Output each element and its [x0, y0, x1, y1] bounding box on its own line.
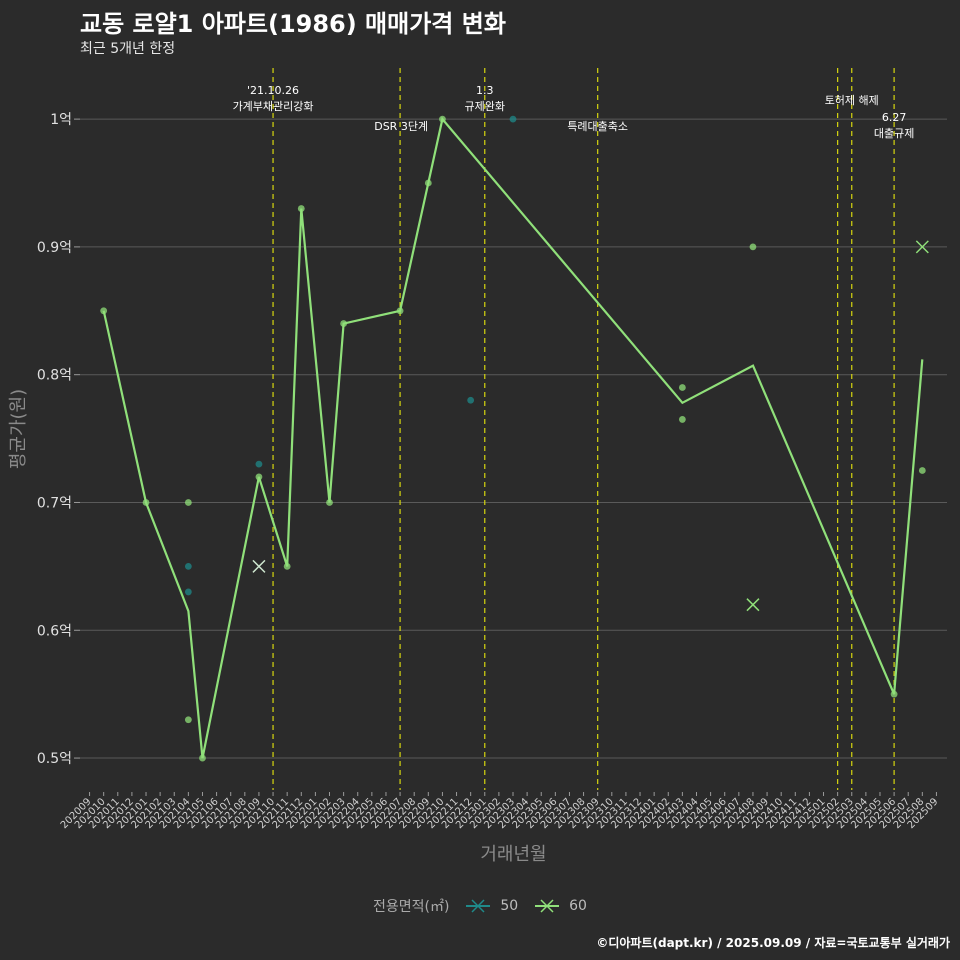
cancel-mark — [746, 598, 760, 612]
legend-label-50: 50 — [500, 898, 519, 914]
data-point-60 — [678, 416, 686, 423]
page-title: 교동 로얄1 아파트(1986) 매매가격 변화 — [80, 10, 506, 38]
data-point-50 — [509, 115, 517, 123]
y-tick-label: 1억 — [50, 112, 72, 128]
cancel-mark — [915, 240, 929, 254]
data-point-60 — [678, 384, 686, 391]
data-point-60 — [918, 467, 926, 474]
legend-key-60-icon — [534, 899, 559, 913]
data-point-60 — [749, 243, 757, 251]
source-caption: ©디아파트(dapt.kr) / 2025.09.09 / 자료=국토교통부 실… — [596, 936, 950, 950]
legend: 전용면적(㎡) 50 60 — [0, 896, 960, 916]
y-axis-title: 평균가(원) — [8, 389, 29, 469]
data-point-60 — [100, 307, 108, 315]
data-point-60 — [199, 754, 206, 762]
data-point-60 — [297, 205, 305, 212]
y-tick-label: 0.7억 — [37, 495, 72, 511]
data-point-60 — [424, 179, 432, 187]
data-point-60 — [184, 499, 192, 506]
event-label: 토허제 해제 — [825, 93, 879, 107]
legend-key-50-icon — [465, 899, 490, 913]
legend-label-60: 60 — [569, 898, 587, 914]
data-point-60 — [890, 690, 898, 698]
event-label: 대출규제 — [874, 127, 914, 140]
data-point-60 — [396, 307, 404, 315]
data-point-50 — [184, 562, 192, 570]
data-point-60 — [340, 320, 348, 327]
legend-title: 전용면적(㎡) — [373, 899, 450, 915]
data-point-60 — [142, 499, 150, 506]
data-point-60 — [184, 716, 192, 724]
cancelled-point-60 — [915, 240, 929, 254]
y-tick-label: 0.6억 — [37, 623, 72, 639]
event-label: 1.3 — [476, 84, 494, 97]
data-point-60 — [283, 562, 291, 570]
page-subtitle: 최근 5개년 한정 — [80, 41, 176, 57]
y-tick-label: 0.8억 — [37, 368, 72, 384]
y-tick-label: 0.5억 — [37, 751, 72, 767]
data-point-50 — [255, 460, 263, 468]
data-point-50 — [467, 396, 475, 404]
cancelled-point-60 — [746, 598, 760, 612]
cancel-mark — [252, 559, 266, 573]
event-label: 특례대출축소 — [567, 120, 628, 133]
event-label: '21.10.26 — [247, 84, 299, 97]
event-label: 가계부채관리강화 — [233, 100, 314, 113]
y-tick-label: 0.9억 — [37, 240, 72, 256]
data-point-60 — [439, 115, 446, 123]
data-point-50 — [184, 588, 192, 596]
event-label: DSR 3단계 — [374, 120, 428, 133]
data-point-60 — [326, 499, 333, 506]
series-line-60 — [102, 116, 924, 759]
event-label: 6.27 — [882, 111, 907, 124]
event-label: 규제완화 — [465, 100, 505, 113]
data-point-60 — [255, 473, 263, 481]
x-axis-title: 거래년월 — [480, 844, 546, 865]
cancelled-point-50 — [252, 559, 266, 573]
